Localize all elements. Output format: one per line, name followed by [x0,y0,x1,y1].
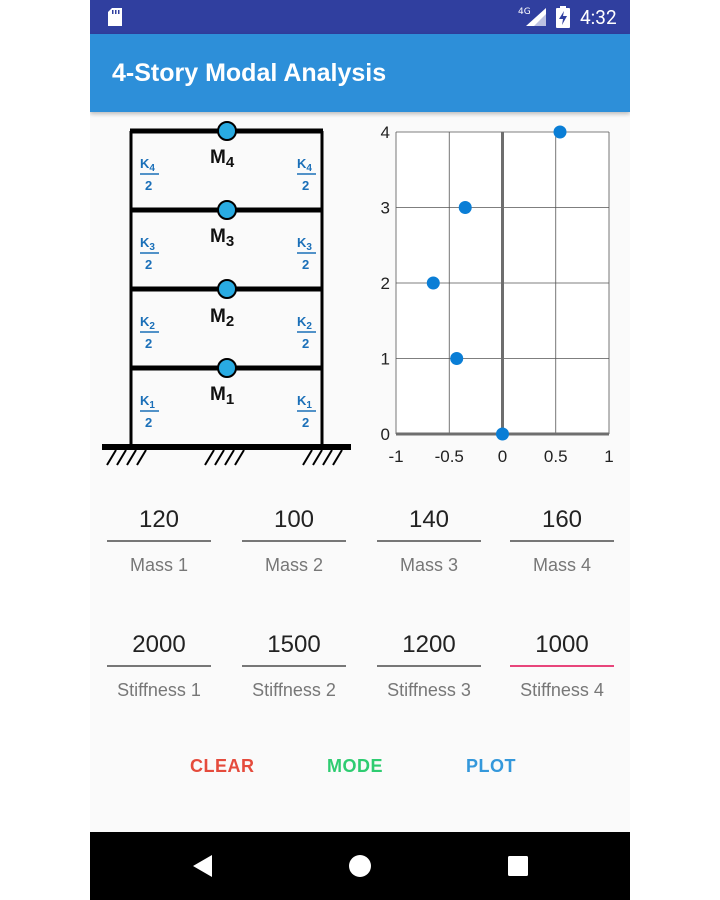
network-type-label: 4G [518,7,531,17]
mass-label-1: M1 [210,384,234,408]
mass-3-underline [377,540,481,542]
frame-diagram: M4 K4 2 K4 2 M3 K3 2 K3 2 [102,121,351,466]
x-tick-label-4: 1 [604,447,613,466]
mass-3-value[interactable]: 140 [408,506,450,533]
stiffness-1-value[interactable]: 2000 [132,631,186,658]
data-point-2 [426,276,440,290]
stiffness-label-right-2: K2 2 [297,314,316,351]
mass-1-underline [107,540,211,542]
stiffness-label-left-2: K2 2 [140,314,159,351]
mass-3-field[interactable]: 140 Mass 3 [377,504,481,576]
mass-node-2 [217,279,237,299]
navigation-bar [90,832,630,900]
svg-text:2: 2 [145,336,152,351]
x-tick-label-1: -0.5 [435,447,464,466]
stiffness-2-underline [242,665,346,667]
battery-charging-icon [556,6,570,28]
sd-card-icon [108,8,122,26]
stiffness-4-field[interactable]: 1000 Stiffness 4 [510,629,614,701]
status-clock: 4:32 [580,6,617,29]
clear-button[interactable]: CLEAR [190,756,255,776]
svg-text:K4: K4 [140,156,155,174]
svg-text:2: 2 [302,415,309,430]
mass-4-field[interactable]: 160 Mass 4 [510,504,614,576]
y-tick-label-2: 2 [381,274,390,293]
stiffness-1-field[interactable]: 2000 Stiffness 1 [107,629,211,701]
mass-3-label: Mass 3 [399,555,459,575]
stiffness-label-left-1: K1 2 [140,393,159,430]
svg-text:K2: K2 [140,314,155,332]
home-icon[interactable] [348,854,372,878]
x-tick-label-2: 0 [498,447,507,466]
back-icon[interactable] [192,854,214,878]
app-bar: 4-Story Modal Analysis [90,34,630,112]
mass-4-underline [510,540,614,542]
mass-1-field[interactable]: 120 Mass 1 [107,504,211,576]
mass-1-value[interactable]: 120 [138,506,180,533]
phone-screen: 4G 4:32 4-Story Modal Analysis [90,0,630,900]
main-content: M4 K4 2 K4 2 M3 K3 2 K3 2 [90,112,630,832]
stiffness-label-right-4: K4 2 [297,156,316,193]
svg-text:K3: K3 [140,235,155,253]
ground-hatch [106,449,343,466]
stiffness-2-field[interactable]: 1500 Stiffness 2 [242,629,346,701]
svg-text:2: 2 [145,257,152,272]
mass-2-field[interactable]: 100 Mass 2 [242,504,346,576]
mass-label-4: M4 [210,147,235,171]
stiffness-label-left-4: K4 2 [140,156,159,193]
recents-icon[interactable] [507,855,529,877]
svg-text:2: 2 [302,178,309,193]
stiffness-3-label: Stiffness 3 [387,680,471,700]
svg-text:K2: K2 [297,314,312,332]
mass-label-2: M2 [210,306,234,330]
stiffness-4-label: Stiffness 4 [520,680,604,700]
mass-2-underline [242,540,346,542]
stiffness-1-label: Stiffness 1 [117,680,201,700]
mass-4-label: Mass 4 [532,555,592,575]
svg-text:2: 2 [145,415,152,430]
stiffness-4-value[interactable]: 1000 [535,631,589,658]
stiffness-label-right-1: K1 2 [297,393,316,430]
plot-button[interactable]: PLOT [466,756,516,776]
signal-icon [526,8,546,26]
stiffness-label-right-3: K3 2 [297,235,316,272]
x-tick-label-0: -1 [388,447,403,466]
svg-text:K1: K1 [140,393,155,411]
mass-node-3 [217,200,237,220]
stiffness-3-underline [377,665,481,667]
data-point-4 [553,125,567,139]
data-point-3 [458,201,472,214]
svg-text:2: 2 [302,257,309,272]
stiffness-label-left-3: K3 2 [140,235,159,272]
data-point-0 [496,427,509,441]
app-title: 4-Story Modal Analysis [112,59,387,87]
mass-node-4 [217,121,237,141]
svg-text:K4: K4 [297,156,312,174]
mass-4-value[interactable]: 160 [541,506,583,533]
stiffness-1-underline [107,665,211,667]
mode-button[interactable]: MODE [327,756,383,776]
stiffness-2-value[interactable]: 1500 [267,631,321,658]
svg-text:2: 2 [145,178,152,193]
mass-label-3: M3 [210,226,234,250]
stiffness-2-label: Stiffness 2 [252,680,336,700]
svg-text:K1: K1 [297,393,312,411]
mass-node-1 [217,358,237,378]
mass-1-label: Mass 1 [129,555,189,575]
y-tick-label-0: 0 [381,425,390,444]
mass-2-value[interactable]: 100 [273,506,315,533]
x-tick-label-3: 0.5 [544,447,568,466]
status-bar: 4G 4:32 [90,0,630,34]
mass-2-label: Mass 2 [264,555,324,575]
svg-text:2: 2 [302,336,309,351]
stiffness-4-underline-focused [510,665,614,667]
y-tick-label-4: 4 [381,123,390,142]
data-point-1 [450,352,464,365]
svg-text:K3: K3 [297,235,312,253]
y-tick-label-1: 1 [381,350,390,369]
stiffness-3-field[interactable]: 1200 Stiffness 3 [377,629,481,701]
y-tick-label-3: 3 [381,199,390,218]
mode-shape-chart: 0 1 2 3 4 -1 -0.5 0 0.5 1 [381,123,614,466]
stiffness-3-value[interactable]: 1200 [402,631,456,658]
